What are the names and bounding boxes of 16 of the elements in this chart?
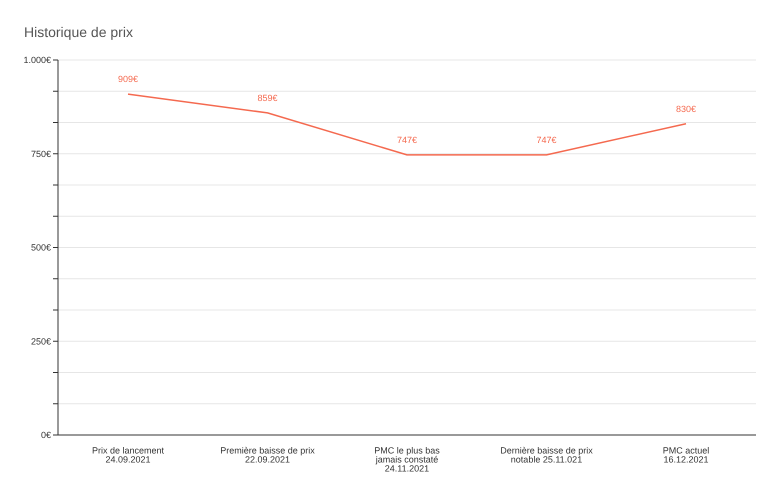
chart-title: Historique de prix	[24, 24, 133, 40]
y-tick-label: 0€	[40, 430, 51, 440]
y-tick-label: 1.000€	[23, 55, 51, 66]
data-label: 747€	[396, 134, 418, 145]
data-label: 747€	[536, 134, 557, 145]
data-label: 909€	[118, 74, 138, 84]
y-tick-label: 750€	[30, 148, 51, 159]
y-tick-label: 500€	[30, 242, 51, 253]
x-tick-label: Prix de lancement 24.09.2021	[92, 445, 165, 464]
y-tick-label: 250€	[30, 336, 51, 346]
x-tick-label: Dernière baisse de prix notable 25.11.021	[500, 445, 594, 464]
x-tick-label: PMC actuel 16.12.2021	[662, 445, 710, 464]
data-label: 830€	[676, 104, 696, 114]
x-tick-label: Première baisse de prix 22.09.2021	[220, 445, 316, 464]
data-label: 859€	[257, 92, 278, 103]
x-tick-label: PMC le plus bas jamais constaté 24.11.2021	[374, 445, 440, 474]
